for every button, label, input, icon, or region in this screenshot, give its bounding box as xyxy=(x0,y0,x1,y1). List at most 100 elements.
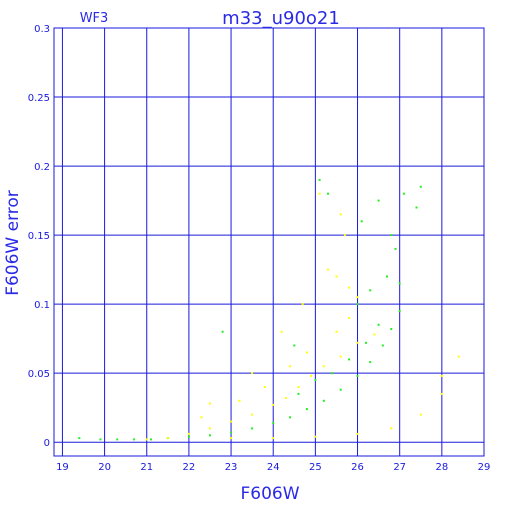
data-point xyxy=(386,275,388,278)
data-point xyxy=(402,192,405,195)
data-point xyxy=(335,275,338,278)
data-point xyxy=(251,372,254,375)
y-tick-label: 0.3 xyxy=(34,24,50,35)
data-point xyxy=(348,286,351,289)
data-point xyxy=(339,388,342,391)
x-tick-label: 26 xyxy=(351,462,364,473)
data-point xyxy=(356,341,359,344)
data-point xyxy=(419,185,422,188)
data-point xyxy=(301,303,304,306)
data-point xyxy=(145,438,148,441)
y-tick-label: 0.1 xyxy=(34,300,50,311)
data-point xyxy=(280,330,283,333)
data-point xyxy=(305,408,308,411)
data-point xyxy=(209,402,211,405)
y-tick-label: 0 xyxy=(44,438,50,449)
data-point xyxy=(381,344,384,347)
data-point xyxy=(440,392,443,395)
data-point xyxy=(356,296,359,299)
data-point xyxy=(209,434,211,437)
data-point xyxy=(297,392,300,395)
x-tick-label: 19 xyxy=(56,462,69,473)
data-point xyxy=(390,234,393,237)
x-tick-label: 25 xyxy=(309,462,322,473)
data-point xyxy=(327,268,329,271)
x-tick-label: 22 xyxy=(183,462,196,473)
data-point xyxy=(272,421,275,424)
data-point xyxy=(360,220,363,223)
data-point xyxy=(457,355,460,358)
tick-labels: 19 20 21 22 23 24 25 26 27 28 29 0 0.05 0.1 0.15 0.2 0.2… xyxy=(28,24,491,473)
data-point xyxy=(356,374,359,377)
data-point xyxy=(230,437,233,440)
data-point xyxy=(356,432,359,435)
chart-title: m33_u90o21 xyxy=(222,8,340,29)
data-point xyxy=(339,213,342,216)
series-points xyxy=(78,178,422,441)
plot-frame xyxy=(53,27,485,457)
data-point xyxy=(343,234,346,237)
data-point xyxy=(310,374,313,377)
data-point xyxy=(356,303,359,306)
data-point xyxy=(369,361,372,364)
data-point xyxy=(377,323,380,326)
data-point xyxy=(284,397,287,399)
data-point xyxy=(230,431,233,434)
x-tick-label: 28 xyxy=(435,462,448,473)
data-point xyxy=(251,413,254,416)
data-point xyxy=(365,341,367,344)
x-tick-label: 20 xyxy=(98,462,111,473)
x-tick-label: 21 xyxy=(140,462,153,473)
series-points xyxy=(145,192,460,441)
x-tick-label: 27 xyxy=(393,462,406,473)
data-point xyxy=(398,310,401,312)
x-tick-label: 23 xyxy=(225,462,238,473)
data-point xyxy=(305,351,308,354)
x-tick-label: 29 xyxy=(478,462,491,473)
data-point xyxy=(289,365,292,368)
grid xyxy=(54,28,484,456)
y-tick-label: 0.05 xyxy=(28,369,50,380)
data-point xyxy=(394,247,397,250)
data-point xyxy=(314,435,317,438)
y-tick-label: 0.15 xyxy=(28,231,50,242)
data-point xyxy=(339,355,342,358)
data-point xyxy=(318,192,321,195)
data-point xyxy=(209,427,211,430)
data-point xyxy=(322,399,325,402)
data-point xyxy=(221,330,224,333)
y-tick-label: 0.25 xyxy=(28,93,50,104)
data-point xyxy=(327,192,329,195)
data-point xyxy=(318,178,321,181)
data-point xyxy=(390,328,393,330)
data-point xyxy=(331,372,334,375)
data-point xyxy=(293,344,296,347)
data-point xyxy=(166,437,169,440)
data-point xyxy=(116,438,119,441)
data-point xyxy=(415,206,418,209)
data-point xyxy=(263,386,266,388)
data-point xyxy=(335,330,338,333)
data-point xyxy=(230,420,233,423)
data-point xyxy=(348,358,351,361)
y-axis-label: F606W error xyxy=(3,190,23,296)
data-point xyxy=(369,289,372,292)
panel-label: WF3 xyxy=(80,11,109,26)
data-point xyxy=(297,386,300,388)
data-point xyxy=(272,437,275,440)
data-point xyxy=(272,403,275,406)
data-point xyxy=(377,199,380,202)
data-point xyxy=(390,427,393,430)
data-point xyxy=(251,427,254,430)
data-point xyxy=(187,435,190,438)
data-point xyxy=(99,438,102,441)
data-point xyxy=(78,437,81,440)
data-point xyxy=(314,379,317,382)
data-points xyxy=(78,178,460,441)
data-point xyxy=(238,399,241,402)
data-point xyxy=(373,333,376,336)
data-point xyxy=(133,438,136,441)
data-point xyxy=(289,416,292,419)
data-point xyxy=(440,374,443,377)
